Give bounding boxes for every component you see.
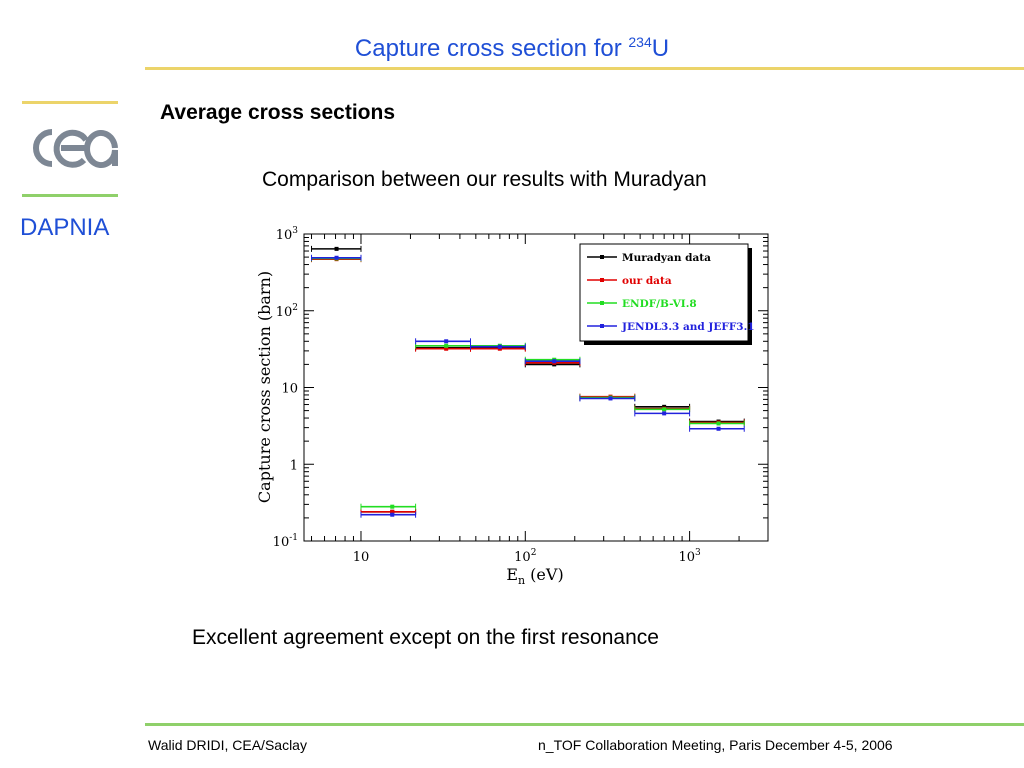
data-point [390,504,395,509]
x-tick-label: 103 [678,548,701,565]
x-axis-label-unit: (eV) [525,565,564,584]
data-point [497,346,502,351]
legend-marker [600,324,604,328]
ticks-layer: 10 102 103 10-1 1 10 102 103 [273,226,769,565]
legend-entry: ENDF/B-VI.8 [622,298,697,310]
conclusion-text: Excellent agreement except on the first … [192,626,659,649]
legend-box [579,243,749,342]
logo-line-top [22,101,118,104]
footer-event: n_TOF Collaboration Meeting, Paris Decem… [538,737,893,753]
data-point [444,343,449,348]
y-tick-label: 10 [281,382,298,397]
logo-label: DAPNIA [20,214,110,241]
y-tick-label: 1 [290,458,298,473]
legend-marker [600,278,604,282]
y-axis-label: Capture cross section (barn) [255,271,274,503]
x-axis-label: En (eV) [506,565,563,587]
x-tick-label: 10 [353,550,370,565]
data-layer [311,245,745,518]
bottom-rule [145,723,1024,726]
data-point [497,344,502,349]
chart-subtitle: Comparison between our results with Mura… [262,168,707,191]
data-point [716,426,721,431]
data-point [390,512,395,517]
logo-line-bottom [22,194,118,197]
data-point [444,346,449,351]
data-point [608,396,613,401]
x-axis-label-sub: n [518,574,525,587]
x-axis-label-main: E [506,565,518,584]
title-element: U [651,35,670,62]
data-point [390,509,395,514]
legend-entry: JENDL3.3 and JEFF3.1 [621,321,755,333]
legend-marker [600,301,604,305]
cross-section-chart: 10 102 103 10-1 1 10 102 103 Muradyan data our d… [255,226,769,587]
data-point [334,255,339,260]
title-prefix: Capture cross section for [354,35,629,62]
y-tick-label: 102 [276,303,298,320]
cea-logo-icon [33,129,118,168]
data-point [662,407,667,412]
y-tick-label: 10-1 [273,533,298,550]
legend-entry: our data [622,275,672,287]
y-tick-label: 103 [276,226,299,243]
slide-title: Capture cross section for 234U [0,34,1024,63]
footer-author: Walid DRIDI, CEA/Saclay [148,737,307,753]
data-point [662,411,667,416]
legend-entry: Muradyan data [622,252,711,264]
top-rule [145,67,1024,70]
title-superscript: 234 [628,34,652,50]
data-point [444,339,449,344]
x-tick-label: 102 [514,548,536,565]
legend-marker [600,255,604,259]
section-heading: Average cross sections [160,101,396,124]
data-point [552,359,557,364]
data-point [716,421,721,426]
data-point [334,246,339,251]
legend: Muradyan data our data ENDF/B-VI.8 JENDL3.3… [579,243,755,345]
